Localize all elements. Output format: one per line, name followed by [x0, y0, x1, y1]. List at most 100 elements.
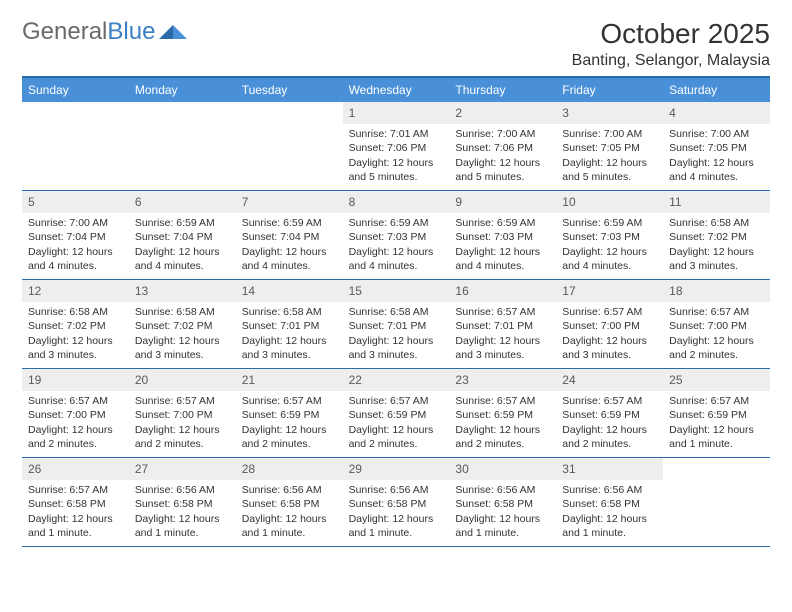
day-cell: 27Sunrise: 6:56 AMSunset: 6:58 PMDayligh… [129, 458, 236, 546]
day-body: Sunrise: 6:59 AMSunset: 7:03 PMDaylight:… [449, 213, 556, 279]
day-body: Sunrise: 6:57 AMSunset: 6:59 PMDaylight:… [343, 391, 450, 457]
day-cell [22, 102, 129, 190]
day-body: Sunrise: 6:57 AMSunset: 6:58 PMDaylight:… [22, 480, 129, 546]
page-header: GeneralBlue October 2025 Banting, Selang… [22, 18, 770, 70]
day-number: 22 [343, 369, 450, 391]
sunset-text: Sunset: 7:03 PM [349, 230, 444, 244]
sunrise-text: Sunrise: 7:00 AM [28, 216, 123, 230]
weekday-header: Friday [556, 78, 663, 102]
daylight-text: Daylight: 12 hours and 4 minutes. [349, 245, 444, 273]
day-body: Sunrise: 7:00 AMSunset: 7:05 PMDaylight:… [556, 124, 663, 190]
sunset-text: Sunset: 6:58 PM [135, 497, 230, 511]
sunrise-text: Sunrise: 6:59 AM [242, 216, 337, 230]
day-number: 29 [343, 458, 450, 480]
weekday-header: Sunday [22, 78, 129, 102]
weekday-header: Thursday [449, 78, 556, 102]
sunset-text: Sunset: 6:59 PM [562, 408, 657, 422]
day-body: Sunrise: 6:57 AMSunset: 7:00 PMDaylight:… [556, 302, 663, 368]
day-number: 17 [556, 280, 663, 302]
sunrise-text: Sunrise: 6:57 AM [669, 305, 764, 319]
sunset-text: Sunset: 6:58 PM [455, 497, 550, 511]
daylight-text: Daylight: 12 hours and 1 minute. [28, 512, 123, 540]
calendar-page: GeneralBlue October 2025 Banting, Selang… [0, 0, 792, 565]
sunset-text: Sunset: 6:58 PM [28, 497, 123, 511]
day-cell: 21Sunrise: 6:57 AMSunset: 6:59 PMDayligh… [236, 369, 343, 457]
sunrise-text: Sunrise: 6:57 AM [562, 305, 657, 319]
daylight-text: Daylight: 12 hours and 3 minutes. [669, 245, 764, 273]
sunrise-text: Sunrise: 7:00 AM [455, 127, 550, 141]
daylight-text: Daylight: 12 hours and 1 minute. [349, 512, 444, 540]
day-cell [129, 102, 236, 190]
day-number: 7 [236, 191, 343, 213]
day-number: 13 [129, 280, 236, 302]
day-body: Sunrise: 6:57 AMSunset: 6:59 PMDaylight:… [449, 391, 556, 457]
sunset-text: Sunset: 6:58 PM [562, 497, 657, 511]
day-cell: 13Sunrise: 6:58 AMSunset: 7:02 PMDayligh… [129, 280, 236, 368]
sunrise-text: Sunrise: 6:57 AM [562, 394, 657, 408]
sunset-text: Sunset: 7:03 PM [455, 230, 550, 244]
day-body: Sunrise: 6:58 AMSunset: 7:01 PMDaylight:… [343, 302, 450, 368]
week-row: 5Sunrise: 7:00 AMSunset: 7:04 PMDaylight… [22, 191, 770, 280]
day-number: 3 [556, 102, 663, 124]
day-body: Sunrise: 6:59 AMSunset: 7:04 PMDaylight:… [129, 213, 236, 279]
daylight-text: Daylight: 12 hours and 1 minute. [562, 512, 657, 540]
day-cell: 3Sunrise: 7:00 AMSunset: 7:05 PMDaylight… [556, 102, 663, 190]
sunset-text: Sunset: 7:04 PM [242, 230, 337, 244]
sunset-text: Sunset: 6:59 PM [669, 408, 764, 422]
day-number: 28 [236, 458, 343, 480]
sunrise-text: Sunrise: 6:57 AM [135, 394, 230, 408]
day-number: 23 [449, 369, 556, 391]
sunset-text: Sunset: 7:05 PM [669, 141, 764, 155]
title-block: October 2025 Banting, Selangor, Malaysia [572, 18, 770, 70]
day-cell: 25Sunrise: 6:57 AMSunset: 6:59 PMDayligh… [663, 369, 770, 457]
day-cell: 10Sunrise: 6:59 AMSunset: 7:03 PMDayligh… [556, 191, 663, 279]
sunrise-text: Sunrise: 6:58 AM [135, 305, 230, 319]
sunset-text: Sunset: 7:06 PM [455, 141, 550, 155]
weekday-header: Saturday [663, 78, 770, 102]
daylight-text: Daylight: 12 hours and 4 minutes. [455, 245, 550, 273]
sunset-text: Sunset: 6:58 PM [349, 497, 444, 511]
logo-text-blue: Blue [107, 18, 155, 46]
day-cell: 11Sunrise: 6:58 AMSunset: 7:02 PMDayligh… [663, 191, 770, 279]
week-row: 12Sunrise: 6:58 AMSunset: 7:02 PMDayligh… [22, 280, 770, 369]
sunset-text: Sunset: 7:05 PM [562, 141, 657, 155]
day-cell: 30Sunrise: 6:56 AMSunset: 6:58 PMDayligh… [449, 458, 556, 546]
day-number: 25 [663, 369, 770, 391]
sunrise-text: Sunrise: 7:00 AM [562, 127, 657, 141]
daylight-text: Daylight: 12 hours and 2 minutes. [242, 423, 337, 451]
daylight-text: Daylight: 12 hours and 3 minutes. [562, 334, 657, 362]
week-row: 19Sunrise: 6:57 AMSunset: 7:00 PMDayligh… [22, 369, 770, 458]
day-number: 11 [663, 191, 770, 213]
day-cell: 9Sunrise: 6:59 AMSunset: 7:03 PMDaylight… [449, 191, 556, 279]
logo-text-gray: General [22, 18, 107, 46]
sunrise-text: Sunrise: 6:58 AM [242, 305, 337, 319]
day-cell: 20Sunrise: 6:57 AMSunset: 7:00 PMDayligh… [129, 369, 236, 457]
daylight-text: Daylight: 12 hours and 2 minutes. [562, 423, 657, 451]
daylight-text: Daylight: 12 hours and 4 minutes. [669, 156, 764, 184]
daylight-text: Daylight: 12 hours and 3 minutes. [242, 334, 337, 362]
day-number: 1 [343, 102, 450, 124]
day-cell: 12Sunrise: 6:58 AMSunset: 7:02 PMDayligh… [22, 280, 129, 368]
daylight-text: Daylight: 12 hours and 1 minute. [669, 423, 764, 451]
sunset-text: Sunset: 6:59 PM [242, 408, 337, 422]
sunset-text: Sunset: 7:04 PM [135, 230, 230, 244]
day-number: 16 [449, 280, 556, 302]
daylight-text: Daylight: 12 hours and 1 minute. [455, 512, 550, 540]
day-cell: 17Sunrise: 6:57 AMSunset: 7:00 PMDayligh… [556, 280, 663, 368]
day-number: 18 [663, 280, 770, 302]
day-body: Sunrise: 7:00 AMSunset: 7:06 PMDaylight:… [449, 124, 556, 190]
daylight-text: Daylight: 12 hours and 3 minutes. [135, 334, 230, 362]
day-body: Sunrise: 6:56 AMSunset: 6:58 PMDaylight:… [236, 480, 343, 546]
week-row: 1Sunrise: 7:01 AMSunset: 7:06 PMDaylight… [22, 102, 770, 191]
day-body: Sunrise: 6:57 AMSunset: 6:59 PMDaylight:… [556, 391, 663, 457]
sunrise-text: Sunrise: 6:57 AM [28, 394, 123, 408]
daylight-text: Daylight: 12 hours and 5 minutes. [455, 156, 550, 184]
daylight-text: Daylight: 12 hours and 3 minutes. [455, 334, 550, 362]
day-number: 20 [129, 369, 236, 391]
sunrise-text: Sunrise: 6:56 AM [562, 483, 657, 497]
day-body: Sunrise: 6:56 AMSunset: 6:58 PMDaylight:… [129, 480, 236, 546]
daylight-text: Daylight: 12 hours and 3 minutes. [349, 334, 444, 362]
sunset-text: Sunset: 7:00 PM [135, 408, 230, 422]
day-body: Sunrise: 7:00 AMSunset: 7:04 PMDaylight:… [22, 213, 129, 279]
sunrise-text: Sunrise: 6:56 AM [135, 483, 230, 497]
